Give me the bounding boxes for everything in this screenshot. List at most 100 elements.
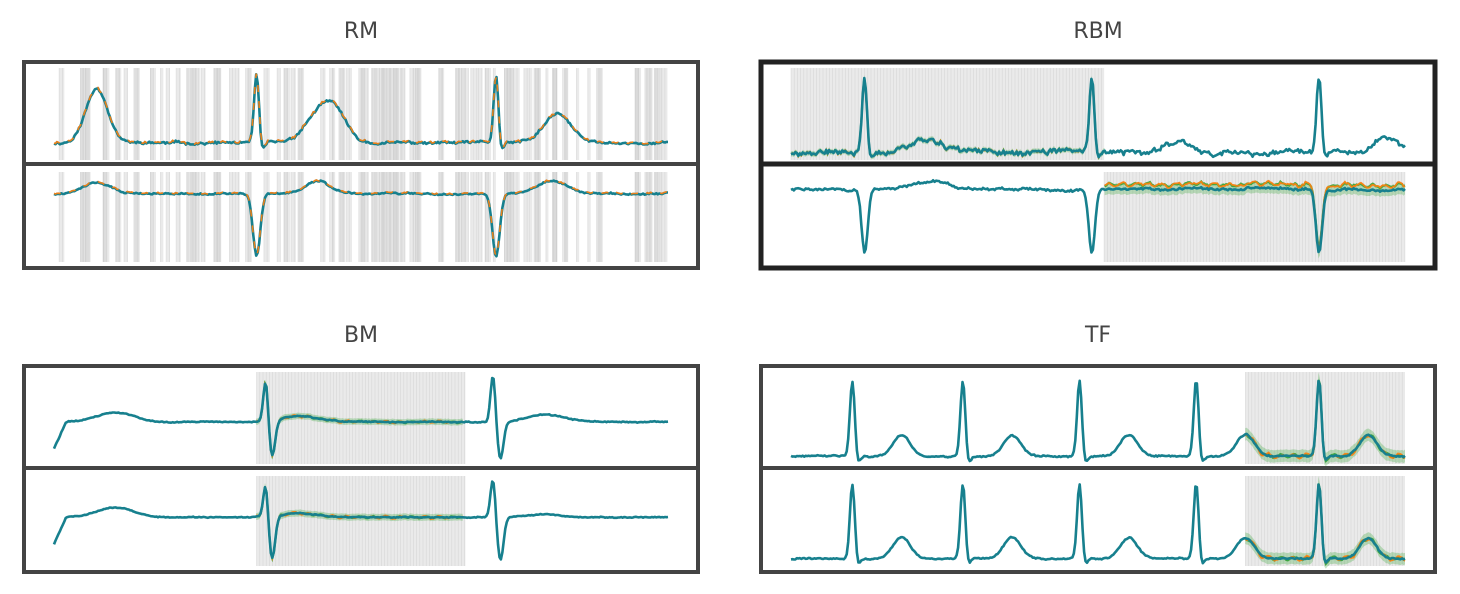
tf-channel-2-sample-band-0 bbox=[1245, 476, 1405, 569]
rm-channel-2-mask-114 bbox=[320, 172, 326, 262]
rbm-channel-2-reconstruction-0 bbox=[1104, 179, 1406, 251]
rm-channel-1-mask-57 bbox=[133, 68, 139, 160]
rm-channel-1-mask-111 bbox=[166, 68, 170, 160]
rm-channel-1-mask-112 bbox=[358, 68, 365, 160]
rm-channel-2-mask-58 bbox=[465, 172, 469, 262]
rm-channel-1-mask-98 bbox=[150, 68, 154, 160]
tf-channel-2-ground-truth bbox=[790, 483, 1406, 565]
rm-channel-1-mask-86 bbox=[409, 68, 415, 160]
rm-channel-1-mask-82 bbox=[417, 68, 421, 160]
rm-channel-2-mask-69 bbox=[646, 172, 652, 262]
rm-channel-1-mask-30 bbox=[656, 68, 663, 160]
rm-channel-1-mask-36 bbox=[329, 68, 335, 160]
rm-channel-2-mask-46 bbox=[661, 172, 668, 262]
rm-channel-2-mask-96 bbox=[283, 172, 288, 262]
rm-channel-2-mask-84 bbox=[176, 172, 181, 262]
rm-channel-2-mask-44 bbox=[598, 172, 603, 262]
rm-channel-2-mask-118 bbox=[545, 172, 549, 262]
rm-channel-2-mask-87 bbox=[85, 172, 91, 262]
panel-tf bbox=[759, 364, 1437, 574]
bm-channel-1-sample-band-0 bbox=[256, 379, 463, 459]
panel-title-bm: BM bbox=[344, 323, 378, 348]
rm-channel-2-mask-71 bbox=[332, 172, 336, 262]
rm-channel-1-mask-77 bbox=[493, 68, 496, 160]
rm-channel-2-mask-38 bbox=[529, 172, 533, 262]
rm-channel-2-mask-90 bbox=[383, 172, 389, 262]
rm-channel-1-mask-64 bbox=[379, 68, 385, 160]
rm-channel-2-mask-110 bbox=[553, 172, 557, 262]
rm-channel-1-mask-84 bbox=[176, 68, 181, 160]
rm-channel-1-mask-115 bbox=[587, 68, 591, 160]
rm-channel-1-mask-87 bbox=[85, 68, 91, 160]
rm-channel-1-mask-90 bbox=[383, 68, 389, 160]
rm-channel-2-mask-64 bbox=[379, 172, 385, 262]
rm-channel-2-mask-24 bbox=[195, 172, 201, 262]
rm-channel-2-mask-35 bbox=[504, 172, 509, 262]
rm-channel-2-mask-103 bbox=[299, 172, 305, 262]
rm-channel-2-mask-112 bbox=[358, 172, 365, 262]
rm-channel-1-mask-95 bbox=[372, 68, 378, 160]
rm-channel-1-mask-29 bbox=[400, 68, 404, 160]
rm-channel-2-mask-39 bbox=[364, 172, 369, 262]
rm-channel-2-mask-100 bbox=[485, 172, 492, 262]
rm-channel-2-mask-109 bbox=[655, 172, 658, 262]
rm-channel-2-mask-102 bbox=[375, 172, 381, 262]
rm-channel-2-mask-82 bbox=[417, 172, 421, 262]
rm-channel-2-mask-88 bbox=[576, 172, 580, 262]
rm-channel-2-mask-68 bbox=[116, 172, 120, 262]
rm-channel-2-mask-99 bbox=[160, 172, 164, 262]
rm-channel-2-mask-108 bbox=[455, 172, 459, 262]
rm-channel-2-mask-111 bbox=[166, 172, 170, 262]
rm-channel-1-mask-31 bbox=[124, 68, 129, 160]
rm-channel-2-mask-101 bbox=[277, 172, 281, 262]
rm-channel-1-mask-71 bbox=[332, 68, 336, 160]
rm-channel-2-mask-30 bbox=[656, 172, 663, 262]
rm-channel-1-mask-70 bbox=[564, 68, 568, 160]
panel-rbm bbox=[758, 59, 1438, 271]
rm-channel-2-mask-95 bbox=[372, 172, 378, 262]
rm-channel-1-mask-103 bbox=[299, 68, 305, 160]
rm-channel-1-mask-4 bbox=[470, 68, 474, 160]
rm-channel-1-mask-38 bbox=[529, 68, 533, 160]
rm-channel-1-mask-116 bbox=[247, 68, 252, 160]
rm-channel-2-mask-83 bbox=[192, 172, 198, 262]
rm-channel-2-mask-36 bbox=[329, 172, 335, 262]
rm-channel-1-mask-61 bbox=[458, 68, 465, 160]
rm-channel-1-mask-44 bbox=[598, 68, 603, 160]
rm-channel-1-mask-89 bbox=[214, 68, 220, 160]
bm-channel-2-mask-0 bbox=[256, 476, 466, 566]
panel-bm bbox=[22, 364, 700, 574]
rm-channel-1-mask-83 bbox=[192, 68, 198, 160]
rm-channel-1-mask-108 bbox=[455, 68, 459, 160]
rm-channel-2-mask-115 bbox=[587, 172, 591, 262]
rm-channel-2-mask-72 bbox=[644, 172, 648, 262]
rm-channel-2-mask-89 bbox=[214, 172, 220, 262]
rm-channel-1-mask-39 bbox=[364, 68, 369, 160]
rm-channel-1-mask-85 bbox=[478, 68, 483, 160]
rm-channel-2-mask-4 bbox=[470, 172, 474, 262]
rm-channel-2-mask-29 bbox=[400, 172, 404, 262]
panel-rm bbox=[22, 60, 700, 270]
panel-title-rbm: RBM bbox=[1073, 19, 1122, 44]
rm-channel-1-mask-33 bbox=[201, 68, 206, 160]
rm-channel-1-mask-102 bbox=[375, 68, 381, 160]
panel-title-rm: RM bbox=[344, 19, 378, 44]
rm-channel-1-mask-56 bbox=[291, 68, 296, 160]
rm-channel-1-mask-114 bbox=[320, 68, 326, 160]
rm-channel-2-mask-85 bbox=[478, 172, 483, 262]
rm-channel-1-mask-46 bbox=[661, 68, 668, 160]
rm-channel-2-mask-61 bbox=[458, 172, 465, 262]
rm-channel-1-mask-72 bbox=[644, 68, 648, 160]
rm-channel-2-mask-70 bbox=[564, 172, 568, 262]
rm-channel-1-mask-75 bbox=[523, 68, 530, 160]
rm-channel-2-mask-76 bbox=[438, 172, 444, 262]
bm-channel-1-ground-truth bbox=[52, 376, 669, 460]
rm-channel-2-mask-43 bbox=[510, 172, 515, 262]
rm-channel-2-mask-11 bbox=[59, 172, 65, 262]
rm-channel-2-mask-79 bbox=[103, 172, 110, 262]
rm-channel-2-mask-56 bbox=[291, 172, 296, 262]
rm-channel-2-mask-22 bbox=[413, 172, 416, 262]
rm-channel-1-mask-21 bbox=[473, 68, 479, 160]
rm-channel-2-mask-18 bbox=[401, 172, 406, 262]
